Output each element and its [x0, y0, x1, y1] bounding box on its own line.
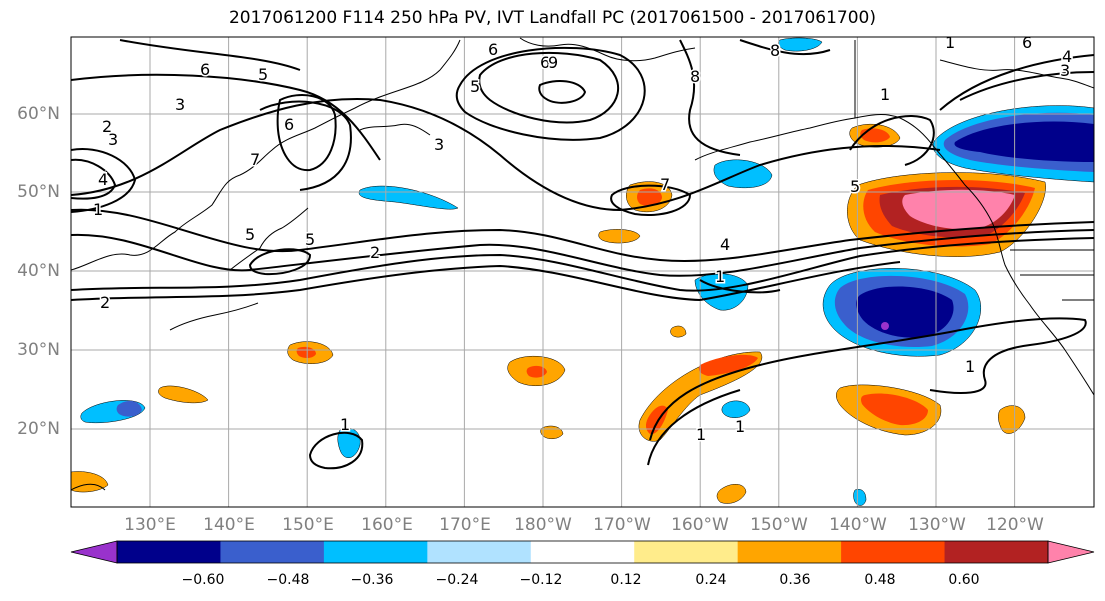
colorbar-label-neg-048: −0.48	[266, 572, 310, 588]
contour-label: 1	[696, 425, 706, 444]
contour-label: 3	[108, 130, 118, 149]
contour-label: 1	[880, 85, 890, 104]
lon-label-130w: 130°W	[908, 515, 966, 535]
contour-label: 7	[250, 150, 260, 169]
colorbar-label-024: 0.24	[695, 572, 727, 588]
lon-label-180w: 180°W	[514, 515, 572, 535]
lon-label-140e: 140°E	[203, 515, 255, 535]
map-background	[71, 37, 1094, 507]
lon-label-170w: 170°W	[593, 515, 651, 535]
lon-label-160e: 160°E	[361, 515, 413, 535]
coastlines	[71, 37, 1094, 491]
contour-label: 1	[945, 33, 955, 52]
lat-label-50n: 50°N	[17, 182, 60, 202]
shading-layer	[71, 37, 1094, 506]
contour-label: 5	[305, 230, 315, 249]
contour-label: 6	[200, 60, 210, 79]
contour-label: 8	[690, 67, 700, 86]
contour-label: 5	[470, 77, 480, 96]
colorbar-label-060: 0.60	[948, 572, 980, 588]
colorbar-label-012: 0.12	[610, 572, 642, 588]
contour-label: 5	[258, 65, 268, 84]
lon-label-170e: 170°E	[439, 515, 491, 535]
contour-label: 1	[93, 200, 103, 219]
lon-label-160w: 160°W	[671, 515, 729, 535]
contour-label: 5	[850, 177, 860, 196]
colorbar-label-neg-060: −0.60	[181, 572, 225, 588]
graticule	[71, 37, 1094, 507]
map-title: 2017061200 F114 250 hPa PV, IVT Landfall…	[228, 8, 876, 28]
lon-label-140w: 140°W	[829, 515, 887, 535]
lat-label-60n: 60°N	[17, 104, 60, 124]
contour-label: 7	[660, 175, 670, 194]
lon-label-120w: 120°W	[986, 515, 1044, 535]
lat-label-40n: 40°N	[17, 261, 60, 281]
contour-label: 1	[965, 357, 975, 376]
contour-label: 6	[1022, 33, 1032, 52]
contour-label: 4	[98, 170, 108, 189]
lon-label-150e: 150°E	[282, 515, 334, 535]
contour-label: 6	[284, 115, 294, 134]
lat-label-20n: 20°N	[17, 419, 60, 439]
contour-label: 4	[720, 235, 730, 254]
contour-label: 9	[548, 53, 558, 72]
contour-label: 1	[715, 267, 725, 286]
contour-label: 6	[488, 40, 498, 59]
contour-label: 1	[880, 85, 890, 104]
contour-label: 3	[175, 95, 185, 114]
colorbar-label-neg-036: −0.36	[350, 572, 394, 588]
contour-label: 4	[1062, 47, 1072, 66]
contour-label: 1	[340, 415, 350, 434]
contour-label: 2	[370, 243, 380, 262]
contour-label: 3	[1060, 61, 1070, 80]
contour-label: 2	[100, 293, 110, 312]
colorbar-label-neg-024: −0.24	[435, 572, 479, 588]
positive-anomaly-south	[638, 351, 763, 442]
lon-label-150w: 150°W	[750, 515, 808, 535]
colorbar-label-neg-012: −0.12	[519, 572, 563, 588]
colorbar-label-048: 0.48	[864, 572, 896, 588]
contour-label: 5	[245, 225, 255, 244]
colorbar-label-036: 0.36	[779, 572, 811, 588]
contour-label: 8	[770, 41, 780, 60]
contour-label: 6	[540, 53, 550, 72]
contour-label: 3	[434, 135, 444, 154]
map-frame	[70, 36, 1095, 508]
pv-contours	[71, 39, 1094, 470]
contour-label: 2	[102, 117, 112, 136]
lat-label-30n: 30°N	[17, 340, 60, 360]
lon-label-130e: 130°E	[124, 515, 176, 535]
contour-label: 1	[735, 417, 745, 436]
